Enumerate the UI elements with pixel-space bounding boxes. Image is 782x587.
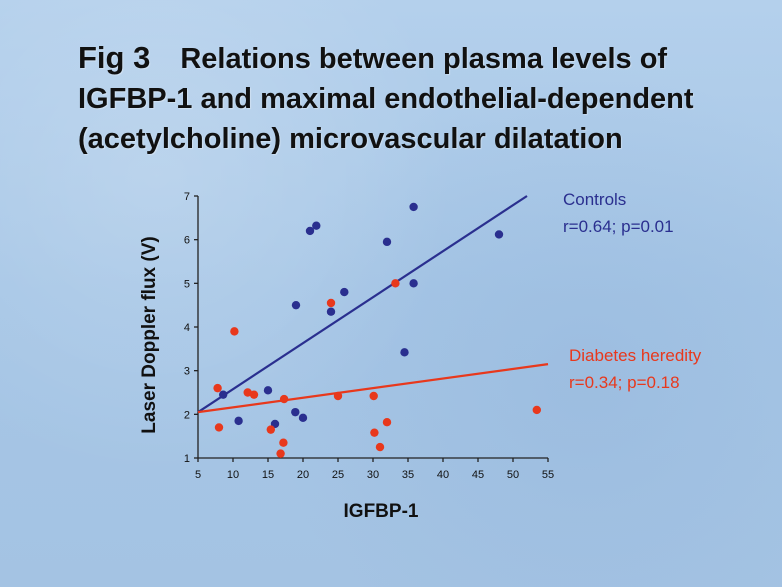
legend-diabetes-name: Diabetes heredity: [569, 346, 702, 365]
data-point-diabetes: [249, 390, 259, 399]
data-point-diabetes: [369, 391, 378, 401]
data-point-diabetes: [276, 449, 285, 458]
data-point-controls: [409, 202, 418, 212]
data-point-controls: [382, 237, 392, 247]
data-point-controls: [340, 287, 349, 297]
x-tick-label: 30: [367, 469, 379, 481]
y-axis-label: Laser Doppler flux (V): [139, 236, 160, 433]
legend-diabetes-stat: r=0.34; p=0.18: [569, 373, 680, 392]
y-tick-label: 7: [184, 191, 190, 203]
data-point-controls: [234, 416, 243, 426]
x-tick-label: 45: [472, 469, 484, 481]
x-tick-label: 5: [195, 469, 201, 481]
data-point-diabetes: [266, 425, 275, 434]
title-text: Relations between plasma levels of IGFBP…: [78, 43, 694, 155]
data-point-diabetes: [333, 391, 343, 401]
y-tick-label: 6: [184, 235, 190, 247]
data-point-controls: [298, 413, 308, 423]
data-point-controls: [409, 279, 418, 288]
data-point-diabetes: [230, 327, 239, 336]
data-point-controls: [326, 307, 336, 316]
trend-lines: [197, 195, 549, 414]
x-tick-label: 50: [507, 469, 519, 481]
y-tick-label: 1: [184, 453, 190, 465]
data-point-controls: [305, 226, 315, 236]
trend-line-diabetes: [197, 363, 549, 414]
data-point-diabetes: [532, 405, 541, 415]
x-tick-label: 35: [402, 469, 414, 481]
figure-label: Fig 3: [78, 40, 151, 75]
data-point-controls: [291, 300, 301, 310]
slide-title: Fig 3 Relations between plasma levels of …: [78, 38, 758, 159]
data-point-diabetes: [326, 298, 336, 308]
data-point-controls: [291, 407, 300, 417]
data-point-controls: [400, 348, 409, 357]
data-point-controls: [312, 221, 321, 230]
data-points: [213, 202, 541, 458]
data-point-controls: [219, 390, 228, 399]
x-tick-label: 40: [437, 469, 449, 481]
y-tick-label: 5: [184, 278, 190, 290]
data-point-diabetes: [382, 417, 392, 427]
x-tick-label: 55: [542, 469, 554, 481]
x-tick-label: 15: [262, 469, 274, 481]
data-point-diabetes: [370, 428, 379, 437]
data-point-diabetes: [243, 388, 252, 397]
data-point-controls: [494, 230, 504, 239]
data-point-diabetes: [279, 394, 289, 404]
x-tick-label: 10: [227, 469, 239, 481]
data-point-controls: [263, 386, 273, 395]
legend-controls-stat: r=0.64; p=0.01: [563, 217, 674, 236]
x-axis-label: IGFBP-1: [344, 501, 419, 522]
data-point-diabetes: [391, 279, 400, 288]
x-tick-label: 25: [332, 469, 344, 481]
data-point-diabetes: [213, 383, 222, 393]
x-tick-label: 20: [297, 469, 309, 481]
trend-line-controls: [197, 195, 528, 414]
legend-controls-name: Controls: [563, 190, 626, 209]
y-tick-label: 4: [184, 322, 190, 334]
data-point-diabetes: [214, 423, 224, 432]
y-tick-label: 2: [184, 409, 190, 421]
data-point-diabetes: [375, 442, 385, 452]
data-point-diabetes: [279, 438, 288, 447]
y-tick-label: 3: [184, 366, 190, 378]
